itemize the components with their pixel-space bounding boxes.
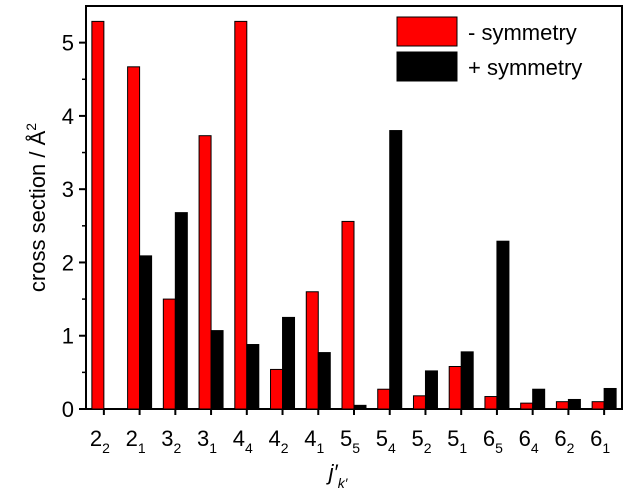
legend-label-minus: - symmetry bbox=[468, 20, 577, 45]
bar-minus-symmetry-4 bbox=[234, 20, 248, 410]
bar-minus-symmetry-6 bbox=[305, 291, 319, 410]
bar-minus-symmetry-12 bbox=[520, 402, 534, 410]
x-axis-title: j′k′ bbox=[326, 460, 349, 491]
legend-label-plus: + symmetry bbox=[468, 55, 582, 80]
x-tick-label-9: 52 bbox=[411, 426, 431, 456]
bar-plus-symmetry-1 bbox=[139, 255, 153, 410]
bar-minus-symmetry-14 bbox=[591, 401, 605, 410]
x-tick-label-3: 31 bbox=[197, 426, 217, 456]
y-axis-ticks: 0 1 2 3 4 5 bbox=[62, 31, 86, 422]
x-tick-label-10: 51 bbox=[447, 426, 467, 456]
y-tick-label-4: 4 bbox=[62, 104, 74, 129]
x-tick-label-5: 42 bbox=[269, 426, 289, 456]
bar-plus-symmetry-6 bbox=[317, 352, 331, 410]
bar-minus-symmetry-1 bbox=[127, 66, 141, 410]
legend-swatch-plus bbox=[396, 51, 458, 82]
x-tick-label-6: 41 bbox=[304, 426, 324, 456]
bar-minus-symmetry-10 bbox=[448, 366, 462, 410]
x-axis-title-sub: k′ bbox=[338, 475, 349, 491]
bar-plus-symmetry-11 bbox=[496, 240, 510, 410]
x-tick-label-12: 64 bbox=[519, 426, 539, 456]
bar-minus-symmetry-3 bbox=[198, 135, 212, 410]
y-tick-label-0: 0 bbox=[62, 397, 74, 422]
bar-plus-symmetry-14 bbox=[603, 387, 617, 410]
bars-layer bbox=[91, 20, 617, 410]
y-axis-title-text: cross section / Å bbox=[25, 130, 50, 292]
x-tick-label-13: 62 bbox=[554, 426, 574, 456]
x-tick-label-2: 32 bbox=[161, 426, 181, 456]
bar-minus-symmetry-8 bbox=[377, 388, 391, 410]
bar-minus-symmetry-5 bbox=[270, 368, 284, 410]
bar-plus-symmetry-5 bbox=[282, 316, 296, 410]
bar-plus-symmetry-8 bbox=[389, 130, 403, 410]
y-tick-label-5: 5 bbox=[62, 31, 74, 56]
bar-plus-symmetry-12 bbox=[532, 388, 546, 410]
x-tick-label-1: 21 bbox=[126, 426, 146, 456]
bar-minus-symmetry-9 bbox=[412, 395, 426, 410]
x-tick-label-11: 65 bbox=[483, 426, 503, 456]
bar-minus-symmetry-7 bbox=[341, 220, 355, 410]
x-axis-ticks: 22 21 32 31 44 42 41 55 54 52 51 65 64 62 61 bbox=[90, 409, 610, 456]
bar-minus-symmetry-13 bbox=[555, 401, 569, 410]
y-axis-title-sup: 2 bbox=[23, 123, 39, 131]
x-tick-label-0: 22 bbox=[90, 426, 110, 456]
x-tick-label-14: 61 bbox=[590, 426, 610, 456]
y-tick-label-3: 3 bbox=[62, 177, 74, 202]
bar-plus-symmetry-7 bbox=[353, 404, 367, 410]
bar-plus-symmetry-2 bbox=[174, 212, 188, 410]
bar-plus-symmetry-4 bbox=[246, 344, 260, 410]
bar-plus-symmetry-3 bbox=[210, 330, 224, 410]
y-tick-label-2: 2 bbox=[62, 250, 74, 275]
bar-plus-symmetry-10 bbox=[460, 351, 474, 410]
bar-minus-symmetry-11 bbox=[484, 396, 498, 410]
bar-plus-symmetry-9 bbox=[424, 370, 438, 410]
bar-minus-symmetry-0 bbox=[91, 20, 105, 410]
y-axis-title: cross section / Å2 bbox=[23, 123, 50, 292]
x-tick-label-7: 55 bbox=[340, 426, 360, 456]
x-tick-label-4: 44 bbox=[233, 426, 253, 456]
bar-plus-symmetry-13 bbox=[567, 398, 581, 410]
y-tick-label-1: 1 bbox=[62, 324, 74, 349]
x-axis-title-main: j′ bbox=[326, 460, 339, 485]
legend: - symmetry + symmetry bbox=[396, 16, 582, 82]
bar-minus-symmetry-2 bbox=[162, 298, 176, 410]
x-tick-label-8: 54 bbox=[376, 426, 396, 456]
legend-swatch-minus bbox=[396, 16, 458, 47]
